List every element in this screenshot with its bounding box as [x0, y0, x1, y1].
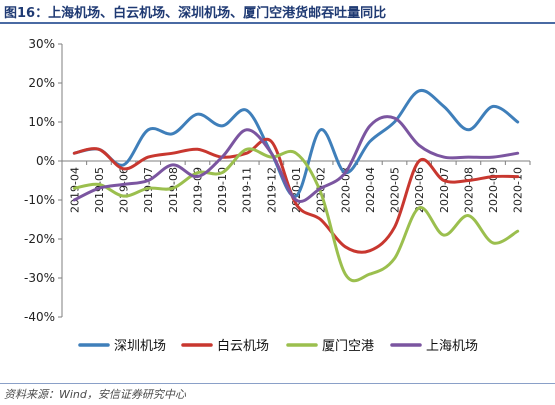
series-line-4 — [72, 115, 520, 203]
series-line-1 — [72, 88, 520, 198]
y-tick-label: -30% — [24, 271, 55, 285]
x-tick-label: 2019-04 — [68, 167, 81, 213]
footer-divider — [0, 383, 555, 384]
x-tick-label: 2020-09 — [487, 167, 500, 213]
legend-label: 白云机场 — [217, 338, 269, 354]
source-note: 资料来源：Wind，安信证券研究中心 — [4, 388, 186, 401]
legend-label: 上海机场 — [426, 339, 478, 354]
title-divider — [0, 22, 555, 24]
x-tick-label: 2020-07 — [438, 167, 451, 213]
y-tick-label: -20% — [24, 232, 55, 246]
y-tick-label: 10% — [28, 115, 55, 129]
y-tick-label: 30% — [28, 37, 55, 51]
x-tick-label: 2019-10 — [216, 167, 229, 213]
series-line-3 — [72, 147, 520, 283]
legend-label: 深圳机场 — [114, 339, 166, 354]
x-tick-label: 2019-08 — [167, 167, 180, 213]
y-tick-label: 20% — [28, 76, 55, 90]
x-tick-label: 2020-08 — [462, 167, 475, 213]
x-tick-label: 2020-03 — [339, 167, 352, 213]
x-tick-label: 2020-06 — [413, 167, 426, 213]
x-tick-label: 2019-06 — [118, 167, 131, 213]
x-tick-label: 2020-05 — [389, 167, 402, 213]
x-tick-label: 2019-12 — [265, 167, 278, 213]
figure-title: 图16：上海机场、白云机场、深圳机场、厦门空港货邮吞吐量同比 — [4, 6, 387, 21]
y-tick-label: -10% — [24, 193, 55, 207]
y-tick-label: -40% — [24, 310, 55, 324]
x-tick-label: 2019-05 — [93, 167, 106, 213]
x-tick-label: 2020-04 — [364, 167, 377, 213]
series-line-2 — [72, 137, 520, 254]
x-tick-label: 2019-11 — [241, 167, 254, 213]
y-tick-label: 0% — [36, 154, 55, 168]
legend-label: 厦门空港 — [322, 339, 374, 354]
x-tick-label: 2019-09 — [191, 167, 204, 213]
x-tick-label: 2020-10 — [512, 167, 525, 213]
